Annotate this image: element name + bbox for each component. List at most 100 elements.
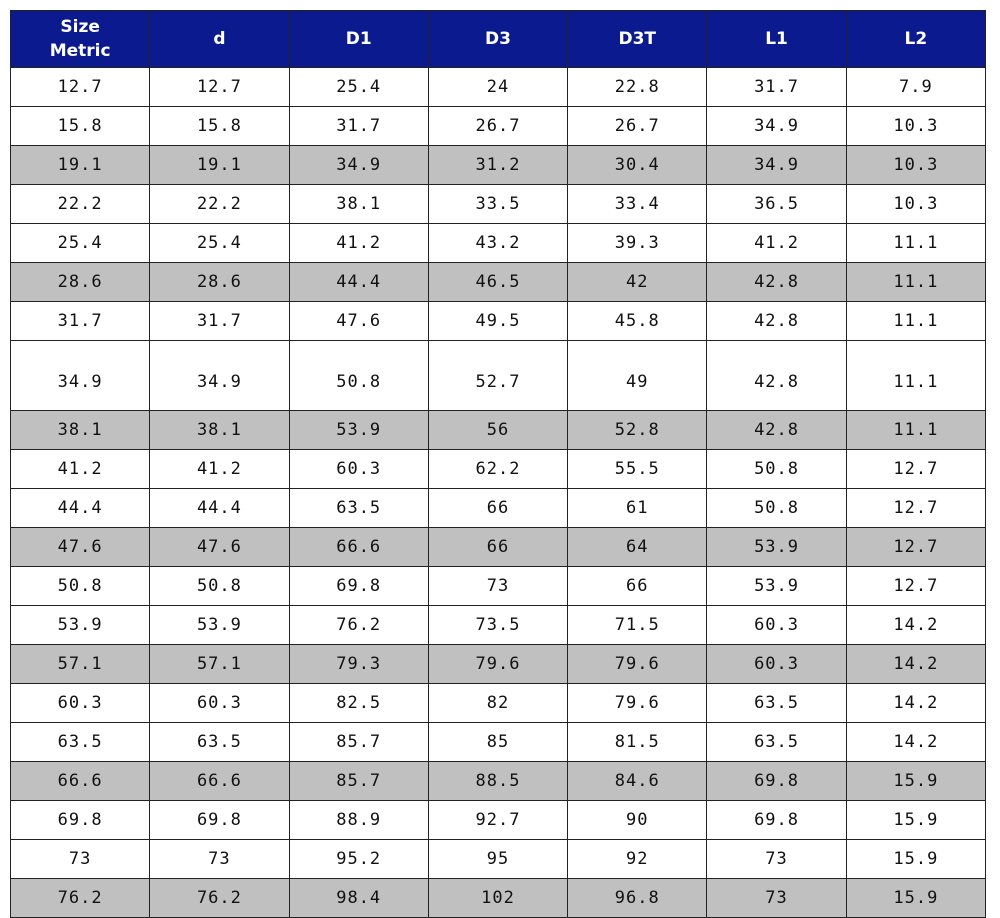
- table-cell: 63.5: [149, 722, 290, 762]
- table-cell: 76.2: [288, 605, 429, 645]
- table-row: 66.6 66.6 85.7 88.5 84.6 69.8 15.9: [9, 761, 987, 801]
- table-cell: 52.8: [567, 410, 708, 450]
- table-cell: 14.2: [845, 722, 987, 762]
- table-cell: 31.2: [427, 145, 569, 185]
- table-cell: 14.2: [845, 644, 987, 684]
- header-cell: L1: [706, 10, 847, 68]
- table-cell: 90: [567, 800, 708, 840]
- table-cell: 11.1: [845, 262, 987, 302]
- table-cell: 96.8: [567, 878, 708, 918]
- table-cell: 7.9: [845, 67, 987, 107]
- table-cell: 49: [567, 340, 708, 411]
- table-cell: 92: [567, 839, 708, 879]
- table-cell: 34.9: [706, 145, 847, 185]
- table-cell: 11.1: [845, 410, 987, 450]
- table-cell: 42.8: [706, 410, 847, 450]
- table-cell: 31.7: [149, 301, 290, 341]
- table-cell: 73: [427, 566, 569, 606]
- table-cell: 69.8: [9, 800, 151, 840]
- table-cell: 66.6: [9, 761, 151, 801]
- table-cell: 76.2: [9, 878, 151, 918]
- table-cell: 60.3: [288, 449, 429, 489]
- table-cell: 30.4: [567, 145, 708, 185]
- table-cell: 73: [9, 839, 151, 879]
- table-cell: 66.6: [288, 527, 429, 567]
- table-cell: 84.6: [567, 761, 708, 801]
- table-cell: 38.1: [149, 410, 290, 450]
- table-cell: 55.5: [567, 449, 708, 489]
- table-cell: 53.9: [9, 605, 151, 645]
- table-cell: 81.5: [567, 722, 708, 762]
- table-row: 63.5 63.5 85.7 85 81.5 63.5 14.2: [9, 722, 987, 762]
- table-cell: 11.1: [845, 301, 987, 341]
- table-cell: 50.8: [706, 488, 847, 528]
- table-cell: 52.7: [427, 340, 569, 411]
- table-cell: 62.2: [427, 449, 569, 489]
- table-cell: 95: [427, 839, 569, 879]
- table-cell: 22.8: [567, 67, 708, 107]
- table-cell: 34.9: [288, 145, 429, 185]
- table-cell: 12.7: [845, 566, 987, 606]
- table-cell: 15.9: [845, 800, 987, 840]
- table-cell: 50.8: [149, 566, 290, 606]
- table-cell: 12.7: [9, 67, 151, 107]
- table-cell: 28.6: [9, 262, 151, 302]
- table-cell: 15.8: [149, 106, 290, 146]
- table-cell: 47.6: [149, 527, 290, 567]
- table-row: 34.9 34.9 50.8 52.7 49 42.8 11.1: [9, 340, 987, 411]
- table-cell: 41.2: [288, 223, 429, 263]
- table-cell: 82: [427, 683, 569, 723]
- table-cell: 10.3: [845, 184, 987, 224]
- table-row: 15.8 15.8 31.7 26.7 26.7 34.9 10.3: [9, 106, 987, 146]
- table-cell: 63.5: [288, 488, 429, 528]
- table-cell: 85.7: [288, 761, 429, 801]
- table-cell: 49.5: [427, 301, 569, 341]
- table-cell: 46.5: [427, 262, 569, 302]
- table-cell: 73: [706, 878, 847, 918]
- table-cell: 25.4: [288, 67, 429, 107]
- table-cell: 12.7: [149, 67, 290, 107]
- table-row: 69.8 69.8 88.9 92.7 90 69.8 15.9: [9, 800, 987, 840]
- table-cell: 95.2: [288, 839, 429, 879]
- table-cell: 15.8: [9, 106, 151, 146]
- table-cell: 11.1: [845, 340, 987, 411]
- table-cell: 42.8: [706, 262, 847, 302]
- table-cell: 25.4: [9, 223, 151, 263]
- table-cell: 53.9: [149, 605, 290, 645]
- table-cell: 31.7: [288, 106, 429, 146]
- table-cell: 88.5: [427, 761, 569, 801]
- table-cell: 33.4: [567, 184, 708, 224]
- table-cell: 15.9: [845, 878, 987, 918]
- table-cell: 34.9: [706, 106, 847, 146]
- table-cell: 41.2: [9, 449, 151, 489]
- table-cell: 44.4: [9, 488, 151, 528]
- table-cell: 85.7: [288, 722, 429, 762]
- table-cell: 24: [427, 67, 569, 107]
- table-row: 41.2 41.2 60.3 62.2 55.5 50.8 12.7: [9, 449, 987, 489]
- table-cell: 42.8: [706, 340, 847, 411]
- table-cell: 53.9: [706, 566, 847, 606]
- table-cell: 57.1: [9, 644, 151, 684]
- table-cell: 61: [567, 488, 708, 528]
- table-cell: 79.3: [288, 644, 429, 684]
- header-cell: D3T: [567, 10, 708, 68]
- table-cell: 63.5: [706, 683, 847, 723]
- table-cell: 50.8: [288, 340, 429, 411]
- table-cell: 41.2: [706, 223, 847, 263]
- table-cell: 69.8: [706, 761, 847, 801]
- table-cell: 38.1: [288, 184, 429, 224]
- table-cell: 57.1: [149, 644, 290, 684]
- table-cell: 10.3: [845, 145, 987, 185]
- table-cell: 79.6: [567, 644, 708, 684]
- table-cell: 66.6: [149, 761, 290, 801]
- table-cell: 60.3: [9, 683, 151, 723]
- table-row: 44.4 44.4 63.5 66 61 50.8 12.7: [9, 488, 987, 528]
- table-cell: 19.1: [9, 145, 151, 185]
- table-row: 76.2 76.2 98.4 102 96.8 73 15.9: [9, 878, 987, 918]
- table-cell: 60.3: [149, 683, 290, 723]
- table-cell: 10.3: [845, 106, 987, 146]
- table-cell: 12.7: [845, 449, 987, 489]
- table-cell: 11.1: [845, 223, 987, 263]
- table-cell: 41.2: [149, 449, 290, 489]
